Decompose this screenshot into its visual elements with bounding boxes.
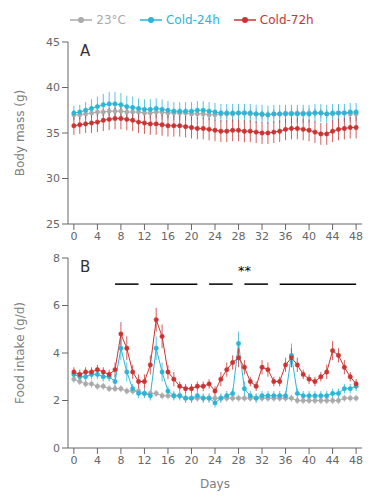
svg-text:16: 16: [161, 454, 175, 467]
svg-text:4: 4: [53, 347, 60, 360]
svg-text:25: 25: [46, 218, 60, 231]
svg-text:8: 8: [117, 230, 124, 243]
svg-text:**: **: [238, 263, 252, 278]
svg-text:Food intake (g/d): Food intake (g/d): [13, 302, 27, 404]
html-text:Cold-72h: Cold-72h: [259, 13, 314, 27]
svg-text:45: 45: [46, 36, 60, 49]
svg-text:8: 8: [117, 454, 124, 467]
svg-text:6: 6: [53, 299, 60, 312]
svg-text:40: 40: [302, 230, 316, 243]
svg-text:32: 32: [255, 230, 269, 243]
svg-text:36: 36: [279, 454, 293, 467]
svg-text:Body mass (g): Body mass (g): [13, 90, 27, 176]
svg-text:44: 44: [326, 230, 340, 243]
svg-text:20: 20: [184, 230, 198, 243]
svg-text:20: 20: [184, 454, 198, 467]
svg-text:48: 48: [349, 230, 363, 243]
svg-text:28: 28: [232, 230, 246, 243]
svg-text:2: 2: [53, 394, 60, 407]
svg-text:4: 4: [94, 230, 101, 243]
svg-text:24: 24: [208, 454, 222, 467]
svg-text:Days: Days: [200, 477, 230, 491]
svg-text:32: 32: [255, 454, 269, 467]
svg-text:48: 48: [349, 454, 363, 467]
svg-text:30: 30: [46, 172, 60, 185]
svg-text:40: 40: [46, 81, 60, 94]
svg-text:12: 12: [137, 454, 151, 467]
svg-text:12: 12: [137, 230, 151, 243]
svg-text:0: 0: [70, 454, 77, 467]
html-text:B: B: [80, 258, 91, 276]
svg-text:0: 0: [70, 230, 77, 243]
svg-text:35: 35: [46, 127, 60, 140]
svg-text:40: 40: [302, 454, 316, 467]
svg-text:8: 8: [53, 252, 60, 265]
html-text:Cold-24h: Cold-24h: [165, 13, 220, 27]
html-text:23°C: 23°C: [96, 13, 126, 27]
svg-text:4: 4: [94, 454, 101, 467]
svg-text:28: 28: [232, 454, 246, 467]
svg-text:16: 16: [161, 230, 175, 243]
svg-text:44: 44: [326, 454, 340, 467]
svg-text:0: 0: [53, 442, 60, 455]
svg-text:36: 36: [279, 230, 293, 243]
html-text:A: A: [80, 42, 91, 60]
svg-text:24: 24: [208, 230, 222, 243]
